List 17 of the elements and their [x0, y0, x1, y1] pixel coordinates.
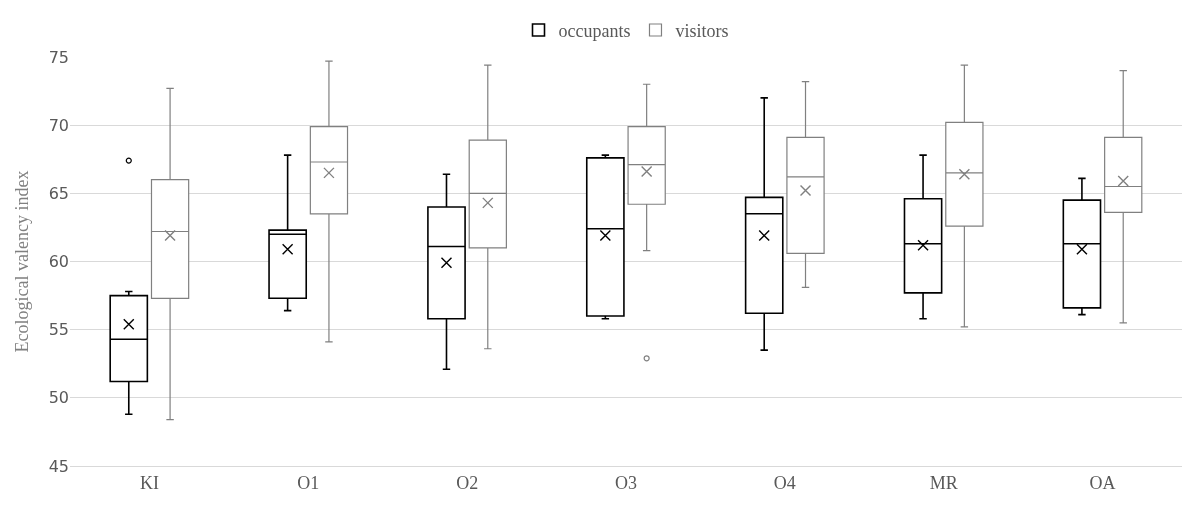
y-tick-label: 45 — [48, 456, 69, 476]
x-tick-label: OA — [1089, 472, 1116, 493]
y-tick-label: 50 — [48, 388, 69, 408]
y-tick-label: 60 — [48, 252, 69, 272]
y-axis-title: Ecological valency index — [11, 170, 32, 353]
y-tick-label: 55 — [48, 320, 69, 340]
x-tick-label: O1 — [297, 472, 320, 493]
legend-label: occupants — [558, 21, 631, 42]
y-tick-label: 70 — [48, 115, 69, 135]
legend-label: visitors — [675, 21, 729, 42]
x-tick-label: KI — [139, 472, 159, 493]
x-tick-label: O4 — [773, 472, 796, 493]
x-tick-label: O3 — [615, 472, 637, 493]
x-tick-label: O2 — [456, 472, 479, 493]
y-tick-label: 65 — [48, 183, 69, 203]
x-tick-label: MR — [929, 472, 958, 493]
y-tick-label: 75 — [48, 47, 69, 67]
